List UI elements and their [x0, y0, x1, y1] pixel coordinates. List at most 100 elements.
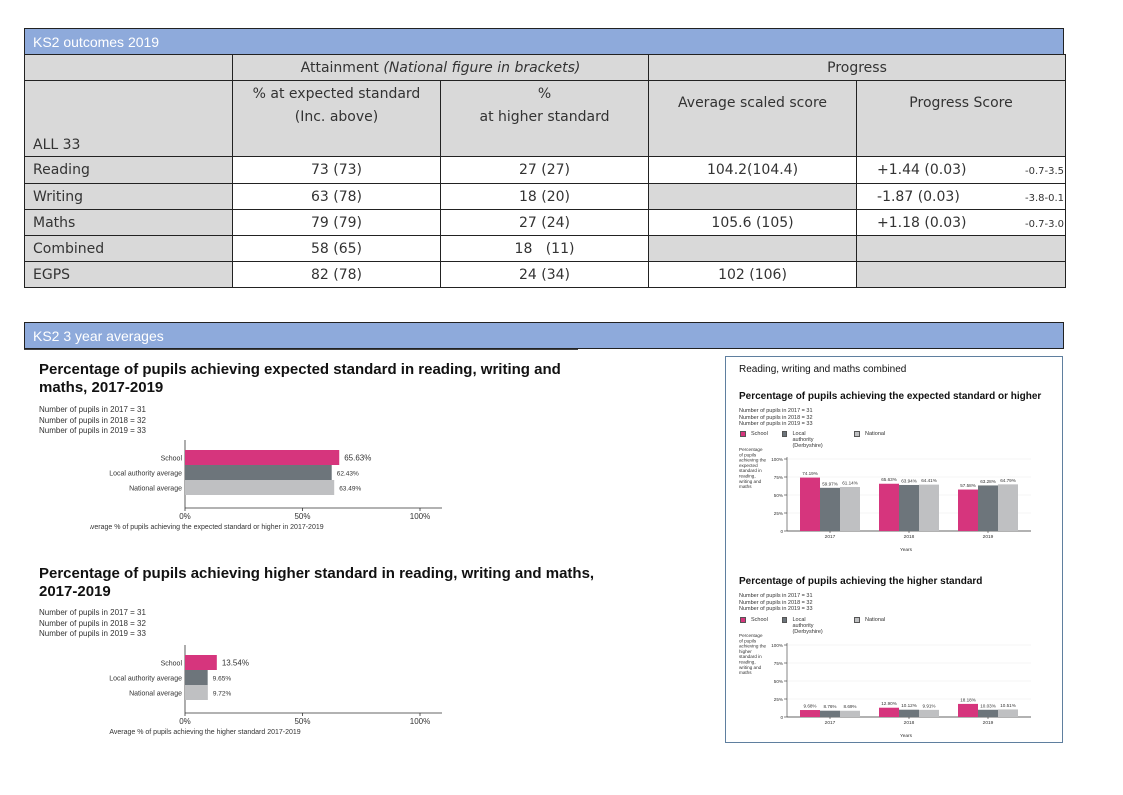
x-axis-title: Years [900, 547, 913, 553]
bar-2017-local [820, 710, 840, 717]
bar-2017-national [840, 710, 860, 717]
progress-range: -0.7-3.5 [1025, 166, 1065, 177]
y-tick-label: 75% [774, 475, 783, 480]
bar-2018-local [899, 484, 919, 531]
bar-school [185, 450, 340, 465]
y-tick-label: 100% [771, 643, 783, 648]
bar-2017-school [800, 710, 820, 717]
bar-local-authority-average [185, 670, 208, 685]
attainment-group-header: Attainment (National figure in brackets) [231, 54, 650, 81]
value-label: 10.12% [901, 703, 917, 708]
value-label: 64.79% [1000, 478, 1016, 483]
bar-2018-school [879, 707, 899, 717]
value-label: 12.90% [881, 701, 897, 706]
col-header-avg-scaled: Average scaled score [648, 80, 858, 157]
x-axis-title: Average % of pupils achieving the higher… [109, 729, 300, 736]
legend-label: National [865, 617, 886, 623]
bar-2019-national [998, 709, 1018, 717]
combined-charts-panel: Reading, writing and maths combined Perc… [725, 356, 1063, 743]
value-label: 61.14% [842, 480, 858, 485]
progress-range: -0.7-3.0 [1025, 218, 1065, 230]
y-tick-label: 75% [774, 661, 783, 666]
expected-cell: 58 (65) [232, 235, 441, 262]
bar-2018-school [879, 483, 899, 531]
legend-swatch-la [782, 617, 788, 623]
y-axis-title-line: of pupils [739, 452, 757, 457]
legend-label: Local authority [792, 431, 814, 443]
pupil-count-2018: Number of pupils in 2018 = 32 [739, 414, 813, 421]
legend-item-school: School [740, 617, 768, 623]
progress-range: -3.8-0.1 [1025, 192, 1065, 204]
y-axis-title-line: expected [739, 463, 758, 468]
progress-cell [856, 261, 1067, 288]
legend-label: School [751, 617, 768, 623]
x-axis-title: Years [900, 733, 913, 739]
progress-cell: +1.44 (0.03) -0.7-3.5 [856, 156, 1067, 184]
section-header-outcomes: KS2 outcomes 2019 [24, 28, 1064, 55]
col-header-higher-line1: % [537, 86, 552, 102]
higher-cell: 18 (20) [439, 183, 650, 210]
y-axis-title-line: achieving the [739, 458, 767, 463]
bar-2019-local [978, 709, 998, 717]
bar-2019-school [958, 703, 978, 717]
progress-group-header: Progress [648, 54, 1067, 81]
category-label: Local authority average [109, 471, 182, 478]
table-row: Combined 58 (65) 18 (11) [24, 235, 1067, 262]
pupil-count-2017: Number of pupils in 2017 = 31 [739, 408, 813, 414]
value-label: 63.94% [901, 478, 917, 483]
x-tick-label: 100% [410, 717, 430, 726]
col-header-expected-line1: % at expected standard [252, 86, 421, 102]
progress-cell [856, 235, 1067, 262]
bar-2017-local [820, 487, 840, 531]
pupil-counts: Number of pupils in 2017 = 31 Number of … [39, 608, 146, 640]
col-header-higher-line2: at higher standard [479, 109, 610, 125]
scaled-cell: 104.2(104.4) [648, 156, 858, 184]
category-label: School [161, 456, 183, 463]
higher-cell: 24 (34) [439, 261, 650, 288]
y-axis-title-line: Percentage [739, 633, 763, 638]
vchart-title-expected: Percentage of pupils achieving the expec… [739, 391, 1042, 402]
y-axis-title-line: reading, [739, 474, 756, 479]
legend-item-school: School [740, 431, 768, 437]
section-header-3yr-averages: KS2 3 year averages [24, 322, 1064, 349]
vchart-title-higher: Percentage of pupils achieving the highe… [739, 576, 983, 587]
x-tick-label: 50% [294, 512, 310, 521]
pupil-count-2017: Number of pupils in 2017 = 31 [39, 405, 146, 414]
y-tick-label: 25% [774, 511, 783, 516]
value-label: 65.63% [881, 477, 897, 482]
value-label: 8.69% [843, 704, 856, 709]
pupil-count-2017: Number of pupils in 2017 = 31 [39, 608, 146, 617]
pupil-count-2017: Number of pupils in 2017 = 31 [739, 593, 813, 599]
cohort-label: ALL 33 [24, 80, 233, 157]
y-axis-title-line: maths [739, 670, 752, 675]
y-tick-label: 0 [780, 529, 783, 534]
y-tick-label: 50% [774, 493, 783, 498]
expected-cell: 82 (78) [232, 261, 441, 288]
value-label: 59.97% [822, 481, 838, 486]
value-label: 64.41% [921, 478, 937, 483]
value-label: 8.76% [823, 704, 836, 709]
expected-cell: 63 (78) [232, 183, 441, 210]
bar-national-average [185, 480, 335, 495]
scaled-cell: 105.6 (105) [648, 209, 858, 236]
value-label: 10.51% [1000, 703, 1016, 708]
table-row: Reading 73 (73) 27 (27) 104.2(104.4) +1.… [24, 156, 1067, 184]
scaled-cell: 102 (106) [648, 261, 858, 288]
higher-cell: 18 (11) [439, 235, 650, 262]
legend-item-la: Local authority (Derbyshire) [782, 617, 823, 635]
table-row: Writing 63 (78) 18 (20) -1.87 (0.03) -3.8… [24, 183, 1067, 210]
x-tick-label: 2018 [904, 534, 915, 540]
y-axis-title-line: Percentage [739, 447, 763, 452]
chart-title-higher: Percentage of pupils achieving higher st… [39, 565, 595, 600]
value-label: 63.49% [339, 486, 361, 493]
expected-cell: 79 (79) [232, 209, 441, 236]
bar-local-authority-average [185, 465, 332, 480]
value-label: 18.18% [960, 697, 976, 702]
legend-label: School [751, 431, 768, 437]
subject-label: EGPS [24, 261, 233, 288]
x-axis-title: Average % of pupils achieving the expect… [90, 524, 324, 531]
value-label: 9.72% [213, 691, 232, 698]
pupil-count-2018: Number of pupils in 2018 = 32 [739, 599, 813, 606]
